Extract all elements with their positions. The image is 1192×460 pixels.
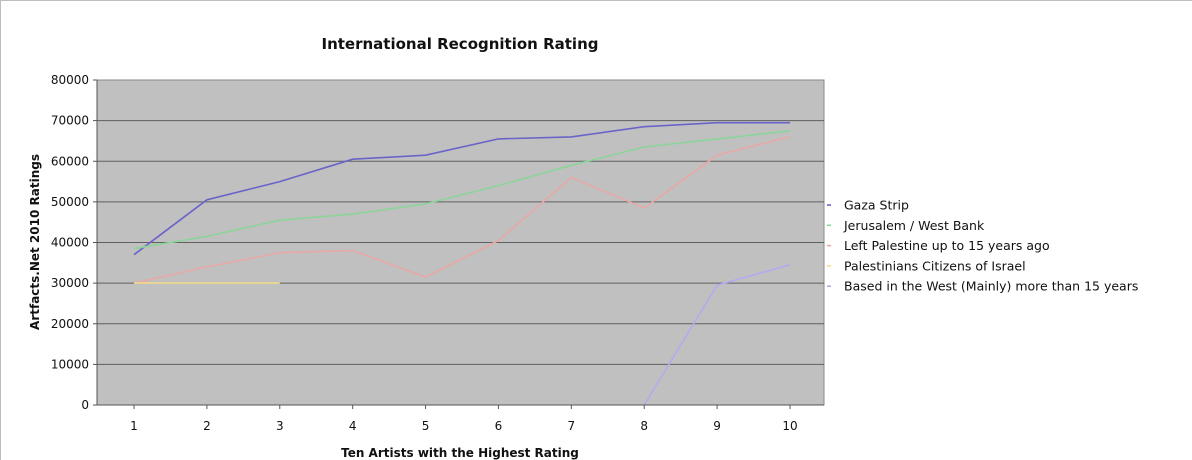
x-tick-label: 6 xyxy=(495,419,503,433)
chart-title: International Recognition Rating xyxy=(322,35,599,53)
legend: Gaza Strip Jerusalem / West Bank Left Pale… xyxy=(827,198,1138,294)
y-tick-label: 10000 xyxy=(51,357,89,371)
y-tick-label: 70000 xyxy=(51,114,89,128)
legend-label: Jerusalem / West Bank xyxy=(843,218,985,233)
y-axis-title: Artfacts.Net 2010 Ratings xyxy=(28,154,42,330)
y-tick-label: 80000 xyxy=(51,73,89,87)
y-tick-label: 0 xyxy=(81,398,89,412)
legend-label: Based in the West (Mainly) more than 15 … xyxy=(844,279,1138,294)
y-tick-label: 30000 xyxy=(51,276,89,290)
legend-label: Palestinians Citizens of Israel xyxy=(844,258,1026,273)
y-tick-label: 60000 xyxy=(51,154,89,168)
legend-label: Gaza Strip xyxy=(844,198,909,213)
series-line-2 xyxy=(133,130,791,250)
x-tick-label: 9 xyxy=(713,419,721,433)
x-axis-ticks: 1 2 3 4 5 6 7 8 9 10 xyxy=(130,405,798,433)
y-tick-label: 20000 xyxy=(51,317,89,331)
y-axis-ticks: 0 10000 20000 30000 40000 50000 60000 70000 8000… xyxy=(51,73,97,412)
series-line-1 xyxy=(133,121,790,256)
x-tick-label: 7 xyxy=(568,419,576,433)
x-tick-label: 3 xyxy=(276,419,284,433)
x-tick-label: 5 xyxy=(422,419,430,433)
legend-label: Left Palestine up to 15 years ago xyxy=(844,238,1050,253)
series-lines xyxy=(133,121,791,406)
x-tick-label: 2 xyxy=(203,419,211,433)
y-tick-label: 40000 xyxy=(51,236,89,250)
series-line-5 xyxy=(643,264,791,406)
x-axis-title: Ten Artists with the Highest Rating xyxy=(341,446,579,460)
x-tick-label: 10 xyxy=(782,419,797,433)
x-tick-label: 1 xyxy=(130,419,138,433)
x-tick-label: 4 xyxy=(349,419,357,433)
x-tick-label: 8 xyxy=(640,419,648,433)
y-tick-label: 50000 xyxy=(51,195,89,209)
series-line-3 xyxy=(133,136,791,284)
gridlines xyxy=(97,120,824,365)
